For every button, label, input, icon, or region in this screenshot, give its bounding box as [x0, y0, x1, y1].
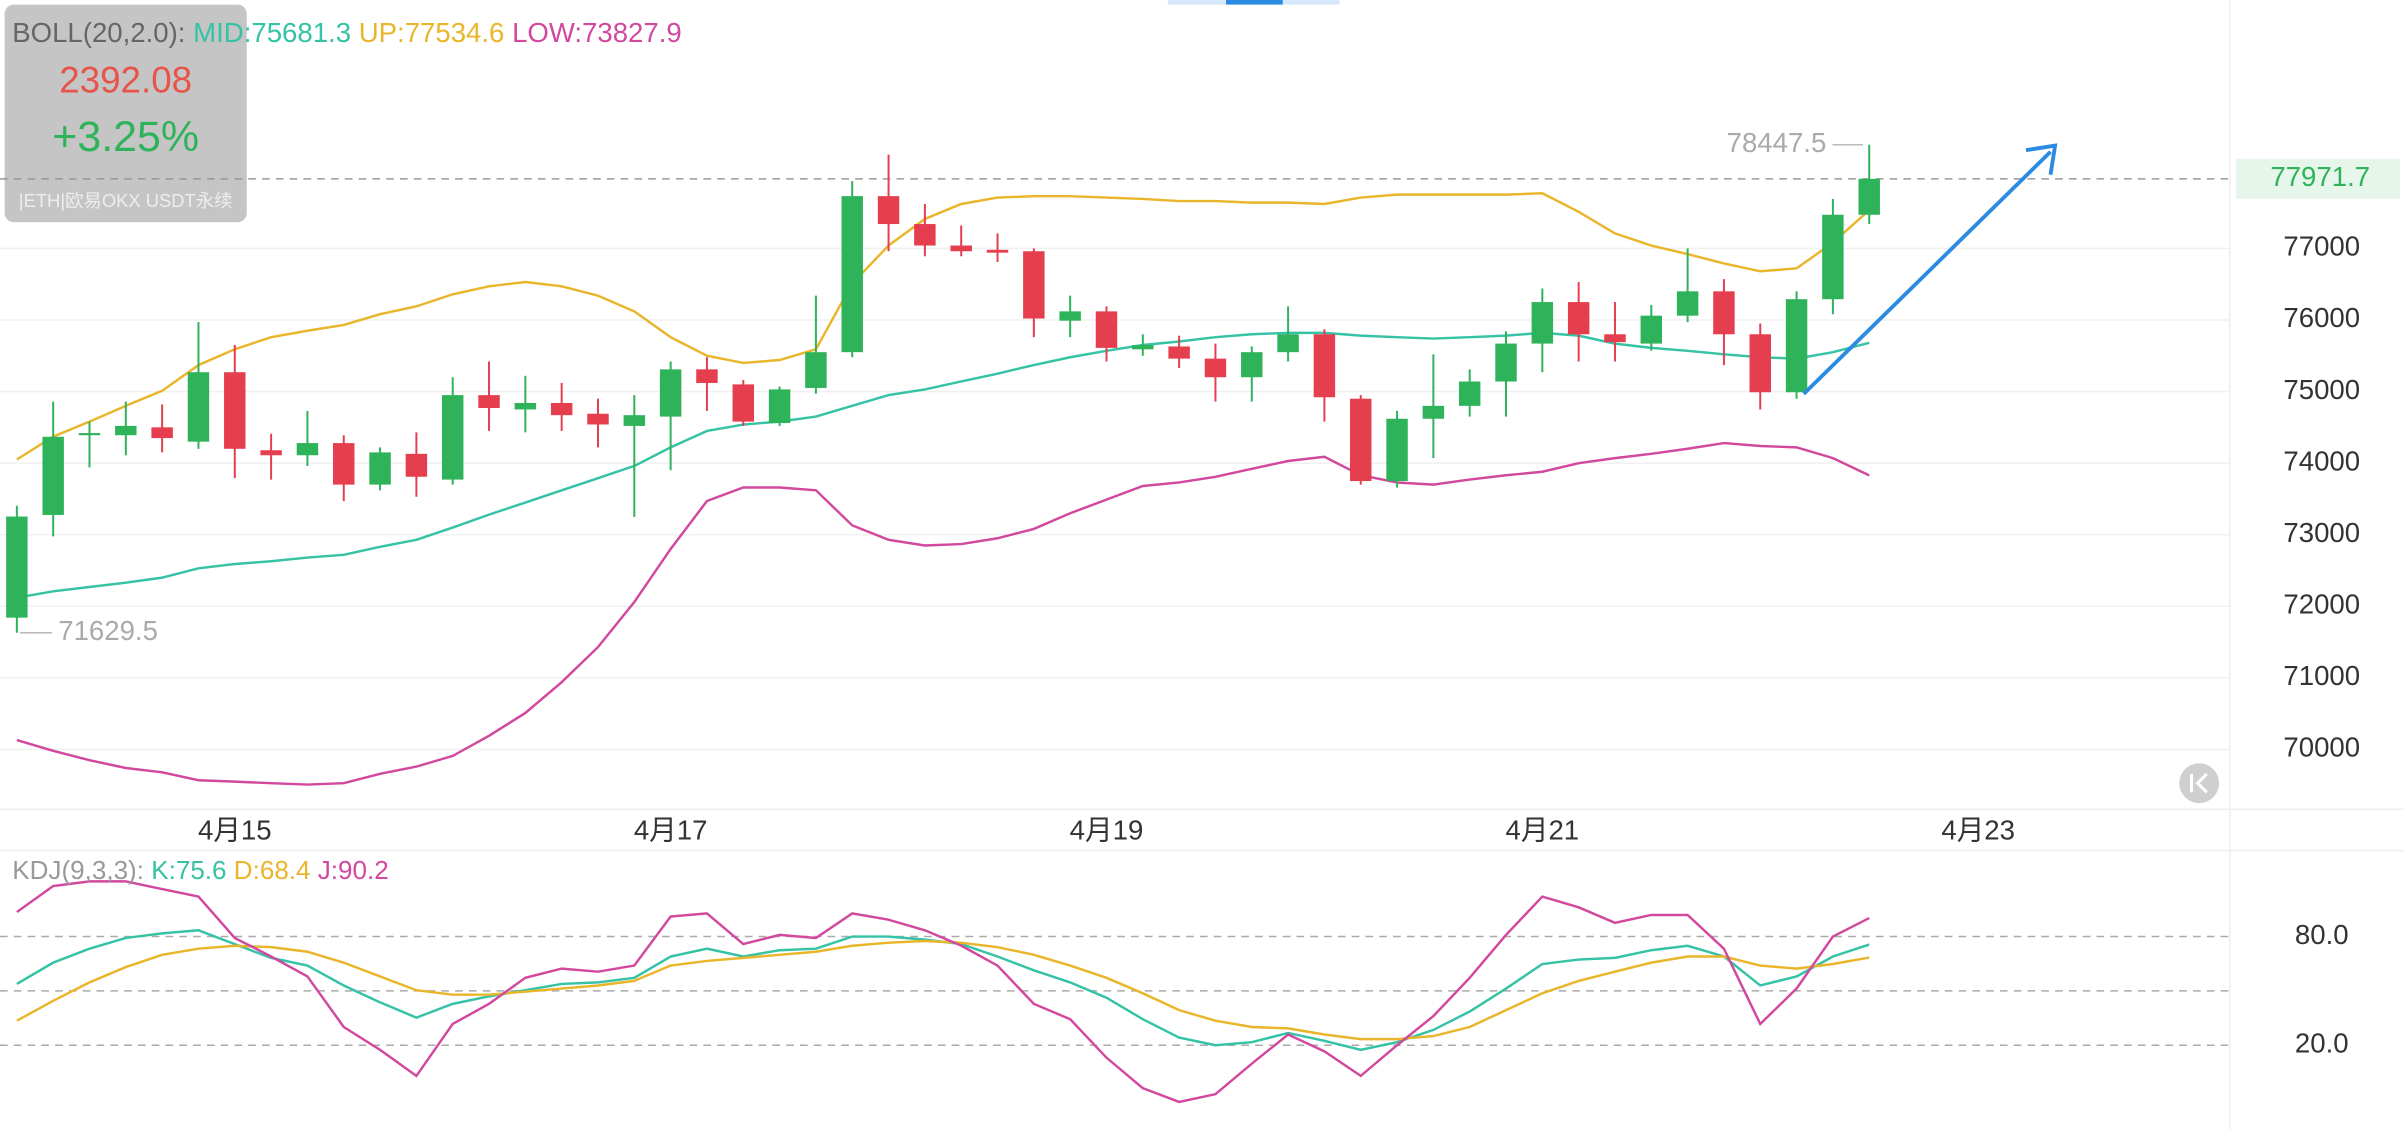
indicator-line: [16, 880, 1870, 1104]
legend-entry: J:90.2: [318, 855, 389, 885]
trend-arrow: [1802, 143, 2058, 396]
y-tick-label: 71000: [2283, 660, 2360, 691]
candle-body: [1095, 311, 1118, 348]
indicator-line: [16, 331, 1870, 599]
indicator-label: KDJ(9,3,3):: [12, 855, 144, 885]
indicator-line: [16, 939, 1870, 1041]
candle-body: [1531, 302, 1554, 344]
line-layer: [16, 192, 1871, 1104]
ticker-price: 2392.08: [59, 59, 192, 100]
candle-body: [1023, 251, 1045, 319]
x-tick-label: 4月23: [1941, 814, 2015, 845]
candle-body: [1495, 343, 1517, 382]
ticker-box: [4, 4, 247, 223]
candle-body: [1350, 398, 1372, 482]
candle-body: [696, 369, 718, 383]
candle-body: [1313, 334, 1336, 398]
kdj-legend: KDJ(9,3,3): K:75.6 D:68.4 J:90.2: [12, 855, 389, 885]
last-price-label: 77971.7: [2270, 161, 2370, 192]
x-tick-label: 4月21: [1506, 814, 1580, 845]
candle-body: [550, 403, 573, 416]
candle-body: [841, 196, 863, 353]
candle-body: [1241, 352, 1263, 378]
y-tick-label: 74000: [2283, 445, 2360, 476]
ticker-change: +3.25%: [52, 113, 199, 161]
candle-body: [914, 224, 936, 246]
indicator-label: BOLL(20,2.0):: [12, 18, 185, 49]
candle-body: [514, 403, 537, 410]
candle-body: [587, 413, 609, 425]
legend-entry: K:75.6: [151, 855, 226, 885]
candle-body: [187, 372, 210, 442]
candle-body: [405, 453, 428, 477]
candle-body: [1132, 345, 1154, 350]
candle-body: [333, 443, 355, 485]
candle-body: [1749, 334, 1771, 393]
candle-body: [1458, 381, 1481, 406]
candle-body: [1277, 334, 1299, 353]
candle-body: [877, 196, 900, 225]
y-tick-label: 80.0: [2295, 919, 2349, 950]
boll-legend: BOLL(20,2.0): MID:75681.3 UP:77534.6 LOW…: [12, 18, 681, 49]
x-tick-label: 4月19: [1070, 814, 1144, 845]
candle-body: [260, 450, 282, 456]
candle-body: [6, 516, 28, 618]
legend-entry: D:68.4: [234, 855, 311, 885]
text-layer: 70000 71000 72000 73000 74000 75000 76000 77000…: [19, 127, 2400, 1059]
candle-body: [1676, 291, 1699, 316]
candle-body: [1785, 299, 1808, 393]
y-tick-label: 70000: [2283, 732, 2360, 763]
y-tick-label: 76000: [2283, 302, 2360, 333]
candle-body: [659, 369, 682, 417]
y-tick-label: 75000: [2283, 374, 2360, 405]
candle-body: [441, 395, 464, 480]
indicator-line: [16, 192, 1871, 461]
candle-body: [115, 425, 137, 436]
candle-body: [1168, 346, 1190, 359]
legend-entry: UP:77534.6: [359, 18, 505, 49]
min-price-label: 71629.5: [58, 615, 158, 646]
candle-body: [1059, 311, 1081, 321]
indicator-line: [16, 441, 1870, 786]
legend-entry: LOW:73827.9: [512, 18, 682, 49]
candle-body: [1422, 405, 1445, 419]
x-tick-label: 4月15: [198, 814, 272, 845]
candle-body: [805, 352, 827, 388]
candle-body: [1204, 358, 1227, 378]
y-tick-label: 72000: [2283, 589, 2360, 620]
candle-body: [369, 452, 391, 485]
candle-body: [623, 415, 646, 426]
candle-body: [1604, 334, 1626, 343]
y-tick-label: 20.0: [2295, 1028, 2349, 1059]
legend-entry: MID:75681.3: [193, 18, 351, 49]
reset-button[interactable]: [2179, 763, 2220, 804]
candle-body: [950, 245, 972, 252]
candle-body: [1386, 418, 1408, 482]
max-price-label: 78447.5: [1727, 127, 1827, 158]
candle-layer: [6, 144, 1880, 633]
candle-body: [732, 384, 755, 422]
candle-body: [1713, 291, 1735, 335]
candle-body: [296, 443, 319, 456]
candle-body: [1822, 214, 1844, 300]
candle-body: [78, 433, 101, 436]
tab-indicator-active: [1226, 0, 1283, 5]
candle-body: [768, 389, 791, 424]
y-tick-label: 77000: [2283, 231, 2360, 262]
last-price-box: [2235, 158, 2400, 199]
candle-body: [478, 395, 500, 409]
candle-body: [151, 427, 173, 439]
y-tick-label: 73000: [2283, 517, 2360, 548]
candle-body: [42, 436, 64, 515]
candle-body: [224, 372, 246, 449]
candle-body: [1640, 315, 1663, 344]
candle-body: [1567, 302, 1590, 335]
x-tick-label: 4月17: [634, 814, 708, 845]
instrument: |ETH|欧易OKX USDT永续: [19, 190, 233, 211]
candle-body: [986, 249, 1009, 253]
candle-body: [1858, 178, 1880, 215]
